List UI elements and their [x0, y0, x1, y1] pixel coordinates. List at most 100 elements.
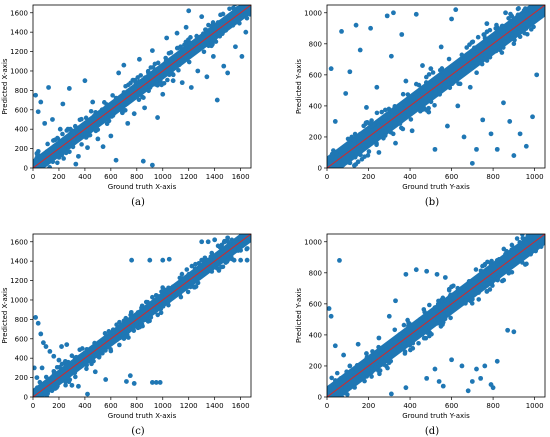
outlier-point — [131, 381, 137, 386]
outlier-point — [164, 35, 170, 41]
scatter-point — [357, 131, 363, 137]
outlier-point — [449, 16, 454, 22]
scatter-point — [391, 347, 397, 353]
scatter-point — [426, 105, 431, 111]
outlier-point — [403, 78, 409, 84]
scatter-point — [229, 251, 235, 257]
x-axis-label: Ground truth Y-axis — [402, 183, 470, 191]
scatter-point — [177, 291, 183, 296]
scatter-point — [500, 45, 506, 50]
scatter-point — [79, 142, 84, 147]
outlier-point — [517, 131, 523, 137]
scatter-point — [506, 15, 511, 21]
scatter-point — [533, 244, 538, 249]
x-tick-label: 600 — [445, 402, 458, 410]
scatter-point — [374, 110, 380, 116]
scatter-point — [459, 52, 465, 58]
scatter-point — [429, 331, 434, 337]
scatter-point — [360, 374, 366, 380]
scatter-point — [428, 99, 434, 105]
outlier-point — [413, 267, 419, 273]
x-tick-label: 1000 — [154, 173, 172, 181]
scatter-point — [160, 285, 165, 290]
outlier-point — [364, 105, 369, 110]
outlier-point — [51, 353, 57, 359]
scatter-point — [508, 19, 514, 25]
outlier-point — [469, 296, 475, 302]
scatter-point — [500, 23, 505, 29]
outlier-point — [60, 101, 66, 107]
outlier-point — [482, 363, 488, 369]
scatter-point — [385, 112, 391, 117]
scatter-point — [461, 67, 466, 73]
scatter-point — [501, 277, 507, 283]
scatter-point — [401, 340, 407, 346]
outlier-point — [494, 358, 500, 364]
scatter-point — [386, 360, 392, 366]
outlier-point — [469, 160, 475, 166]
outlier-point — [374, 84, 380, 90]
outlier-point — [403, 271, 409, 277]
scatter-point — [343, 385, 348, 391]
scatter-point — [376, 368, 381, 373]
scatter-point — [465, 65, 471, 71]
scatter-point — [177, 275, 183, 281]
outlier-point — [38, 331, 44, 337]
scatter-point — [340, 162, 346, 168]
panel-caption: (a) — [131, 197, 145, 208]
outlier-point — [353, 22, 359, 28]
scatter-point — [484, 29, 490, 35]
scatter-point — [464, 45, 470, 50]
outlier-point — [391, 10, 396, 16]
scatter-point — [427, 95, 433, 100]
outlier-point — [368, 25, 373, 31]
scatter-point — [446, 287, 452, 293]
plot-area — [327, 234, 545, 397]
y-tick-label: 0 — [318, 394, 322, 402]
scatter-point — [506, 25, 512, 31]
scatter-point — [83, 358, 89, 364]
scatter-point — [64, 128, 70, 133]
scatter-point — [356, 368, 362, 373]
scatter-point — [479, 61, 485, 67]
outlier-point — [474, 366, 479, 372]
scatter-point — [502, 39, 508, 45]
scatter-point — [76, 359, 81, 365]
scatter-point — [123, 334, 129, 339]
outlier-point — [459, 363, 465, 369]
scatter-point — [358, 377, 363, 383]
scatter-point — [55, 160, 60, 166]
outlier-point — [424, 375, 430, 381]
scatter-point — [456, 81, 461, 86]
y-tick-label: 1400 — [10, 29, 28, 37]
scatter-point — [63, 382, 68, 388]
scatter-point — [194, 48, 199, 54]
scatter-point — [427, 302, 432, 308]
scatter-point — [176, 67, 181, 73]
x-tick-label: 200 — [362, 173, 375, 181]
outlier-point — [440, 383, 446, 389]
outlier-point — [140, 158, 146, 164]
scatter-point — [186, 48, 192, 53]
y-tick-label: 200 — [15, 145, 28, 153]
scatter-point — [416, 340, 421, 346]
outlier-point — [494, 257, 500, 263]
outlier-point — [434, 271, 440, 277]
scatter-point — [146, 88, 151, 94]
scatter-point — [43, 397, 48, 402]
scatter-point — [64, 143, 70, 149]
scatter-point — [77, 117, 83, 123]
scatter-point — [242, 239, 248, 244]
outlier-point — [64, 342, 70, 348]
scatter-point — [168, 50, 174, 55]
scatter-point — [352, 385, 357, 390]
scatter-point — [495, 275, 501, 281]
outlier-point — [235, 240, 241, 246]
outlier-point — [50, 117, 55, 122]
scatter-point — [514, 236, 520, 241]
scatter-point — [61, 156, 66, 161]
scatter-point — [499, 50, 505, 55]
scatter-point — [63, 358, 68, 364]
outlier-point — [484, 289, 490, 294]
x-tick-label: 1000 — [526, 173, 544, 181]
